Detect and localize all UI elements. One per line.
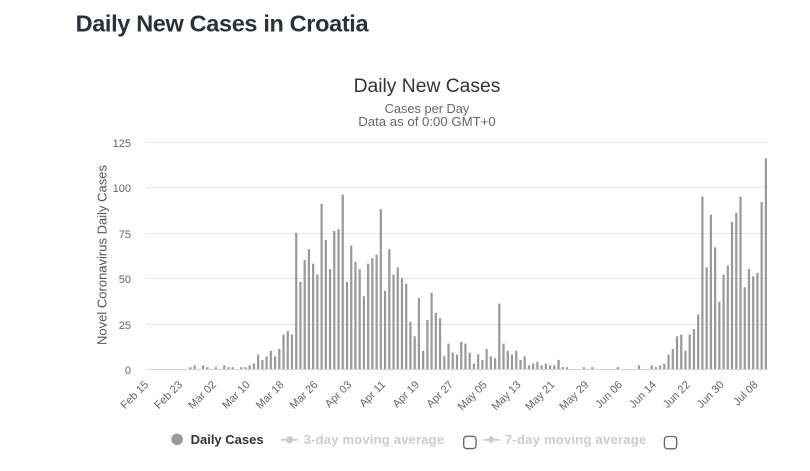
svg-text:Daily New Cases: Daily New Cases: [354, 76, 501, 97]
svg-text:Cases per Day: Cases per Day: [385, 101, 470, 116]
svg-text:125: 125: [113, 138, 131, 150]
svg-text:0: 0: [125, 365, 131, 377]
svg-text:Data as of 0:00 GMT+0: Data as of 0:00 GMT+0: [358, 114, 495, 129]
svg-text:50: 50: [119, 274, 131, 286]
svg-text:Daily New Cases in Croatia: Daily New Cases in Croatia: [76, 11, 370, 37]
svg-text:7-day moving average: 7-day moving average: [505, 432, 647, 447]
svg-text:3-day moving average: 3-day moving average: [304, 432, 445, 447]
svg-text:100: 100: [113, 183, 131, 195]
svg-text:Daily Cases: Daily Cases: [191, 432, 264, 447]
svg-text:75: 75: [119, 229, 131, 241]
svg-text:25: 25: [119, 320, 131, 332]
svg-text:Novel Coronavirus Daily Cases: Novel Coronavirus Daily Cases: [95, 165, 110, 345]
